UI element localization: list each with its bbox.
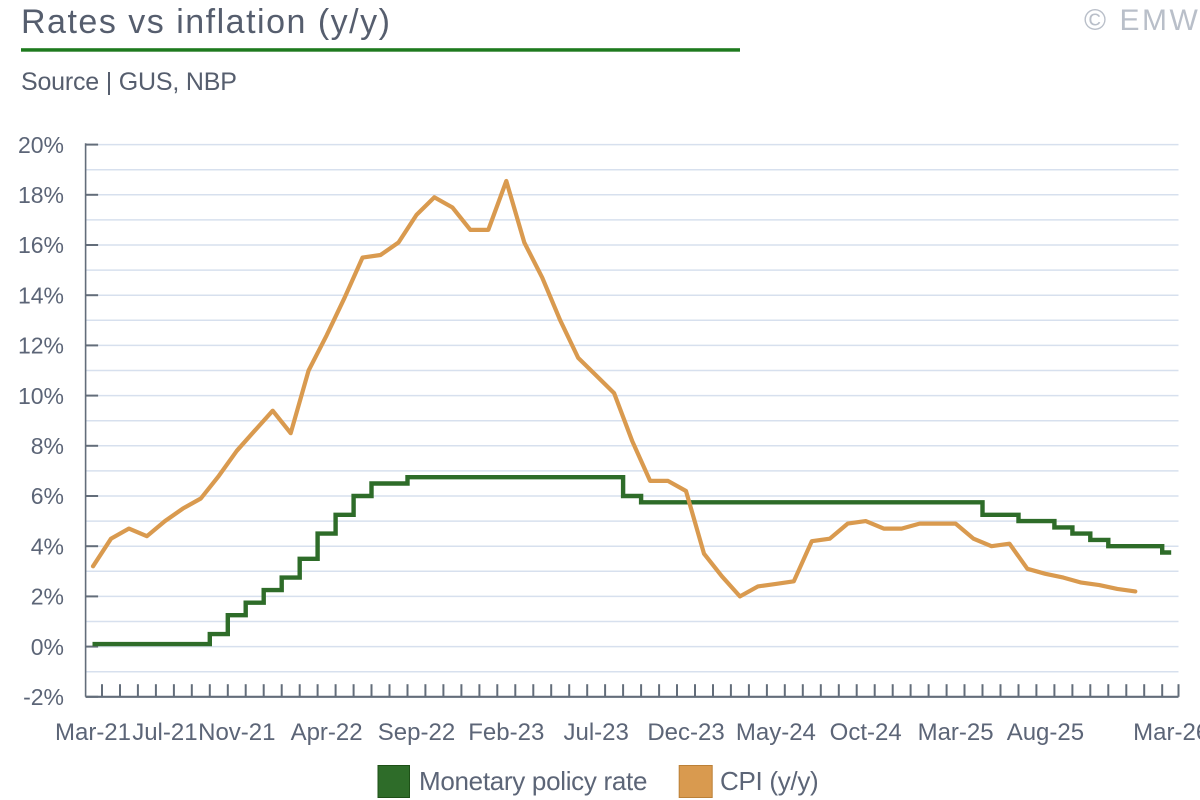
svg-text:8%: 8% bbox=[31, 433, 64, 459]
svg-text:Dec-23: Dec-23 bbox=[647, 719, 724, 746]
svg-text:Mar-26: Mar-26 bbox=[1133, 719, 1200, 746]
svg-text:Apr-22: Apr-22 bbox=[291, 719, 363, 746]
svg-text:© EMW: © EMW bbox=[1084, 4, 1200, 37]
svg-text:May-24: May-24 bbox=[736, 719, 816, 746]
svg-text:Sep-22: Sep-22 bbox=[378, 719, 455, 746]
svg-text:Nov-21: Nov-21 bbox=[198, 719, 275, 746]
svg-text:Monetary policy rate: Monetary policy rate bbox=[419, 766, 647, 796]
svg-text:Feb-23: Feb-23 bbox=[468, 719, 544, 746]
svg-text:-2%: -2% bbox=[23, 684, 64, 710]
svg-text:Jul-23: Jul-23 bbox=[564, 719, 629, 746]
svg-text:CPI (y/y): CPI (y/y) bbox=[720, 766, 818, 796]
svg-text:Jul-21: Jul-21 bbox=[132, 719, 197, 746]
svg-text:20%: 20% bbox=[18, 132, 64, 158]
svg-text:18%: 18% bbox=[18, 182, 64, 208]
svg-text:12%: 12% bbox=[18, 333, 64, 359]
svg-text:Rates vs inflation (y/y): Rates vs inflation (y/y) bbox=[21, 3, 391, 41]
svg-text:Aug-25: Aug-25 bbox=[1007, 719, 1084, 746]
svg-text:Source | GUS, NBP: Source | GUS, NBP bbox=[21, 68, 237, 96]
svg-text:2%: 2% bbox=[31, 584, 64, 610]
svg-text:0%: 0% bbox=[31, 634, 64, 660]
svg-text:16%: 16% bbox=[18, 232, 64, 258]
svg-text:Mar-25: Mar-25 bbox=[918, 719, 994, 746]
svg-text:10%: 10% bbox=[18, 383, 64, 409]
svg-text:14%: 14% bbox=[18, 282, 64, 308]
svg-text:Oct-24: Oct-24 bbox=[830, 719, 902, 746]
svg-text:Mar-21: Mar-21 bbox=[55, 719, 131, 746]
svg-text:6%: 6% bbox=[31, 483, 64, 509]
svg-text:4%: 4% bbox=[31, 533, 64, 559]
